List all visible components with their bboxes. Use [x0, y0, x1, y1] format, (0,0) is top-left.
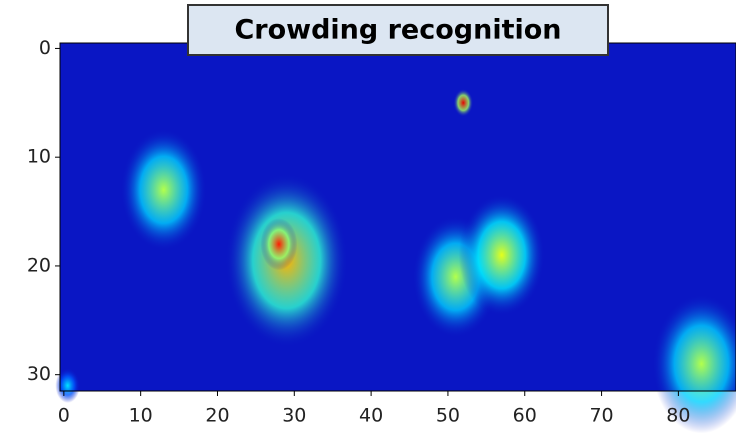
y-tick-label: 30 — [27, 363, 51, 385]
chart-title: Crowding recognition — [234, 15, 561, 46]
y-tick-label: 0 — [39, 37, 51, 59]
chart: 0 10 20 30 40 50 60 70 80 0 10 20 30 Crowding recogn… — [0, 0, 736, 437]
x-tick-label: 40 — [359, 405, 383, 427]
y-tick-label: 10 — [27, 146, 51, 168]
x-tick-label: 10 — [129, 405, 153, 427]
x-tick-label: 30 — [282, 405, 306, 427]
x-tick-label: 20 — [205, 405, 229, 427]
y-tick-label: 20 — [27, 254, 51, 276]
x-tick-label: 70 — [589, 405, 613, 427]
x-tick-label: 50 — [436, 405, 460, 427]
hotspot — [260, 218, 297, 270]
x-tick-label: 80 — [666, 405, 690, 427]
hotspot — [55, 368, 80, 403]
hotspot — [453, 89, 473, 117]
x-tick-label: 0 — [58, 405, 70, 427]
hotspot — [121, 129, 207, 251]
x-tick-label: 60 — [513, 405, 537, 427]
hotspot — [459, 194, 545, 316]
